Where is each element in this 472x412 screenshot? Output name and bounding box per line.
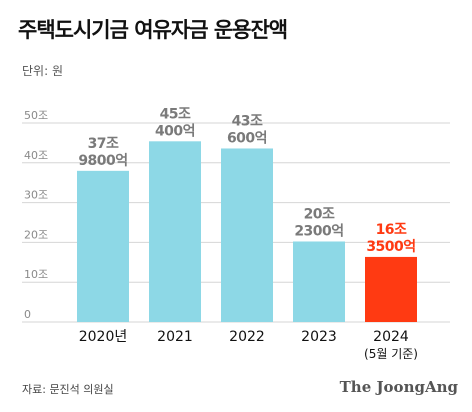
bar xyxy=(365,256,417,322)
x-tick-label: 2020년 xyxy=(79,329,128,345)
bar xyxy=(293,241,345,322)
y-tick-label: 50조 xyxy=(24,109,48,122)
bar xyxy=(221,148,273,322)
publisher-logo: The JoongAng xyxy=(339,378,458,396)
bar-value-label: 16조 xyxy=(376,222,407,238)
x-tick-label: 2022 xyxy=(229,329,265,345)
x-tick-label: 2024 xyxy=(373,329,409,345)
y-tick-label: 40조 xyxy=(24,149,48,162)
bar-value-label: 2300억 xyxy=(294,223,343,239)
x-tick-label: 2021 xyxy=(157,329,193,345)
bar-value-label: 400억 xyxy=(155,123,195,139)
bar-value-label: 600억 xyxy=(227,130,267,146)
bar-value-label: 3500억 xyxy=(366,239,415,255)
y-tick-label: 0 xyxy=(24,308,31,321)
y-tick-label: 20조 xyxy=(24,228,48,241)
unit-label: 단위: 원 xyxy=(22,64,63,78)
bar-value-label: 20조 xyxy=(304,206,335,222)
bar xyxy=(149,141,201,322)
bar-value-label: 45조 xyxy=(160,106,191,122)
bar-value-label: 9800억 xyxy=(78,153,127,169)
x-tick-sublabel: (5월 기준) xyxy=(364,347,418,361)
bar-value-label: 37조 xyxy=(88,136,119,152)
source-note: 자료: 문진석 의원실 xyxy=(22,383,114,396)
chart-title: 주택도시기금 여유자금 운용잔액 xyxy=(18,18,288,42)
y-tick-label: 30조 xyxy=(24,189,48,202)
bar-value-label: 43조 xyxy=(232,113,263,129)
bar xyxy=(77,170,129,322)
x-tick-label: 2023 xyxy=(301,329,337,345)
y-tick-label: 10조 xyxy=(24,268,48,281)
